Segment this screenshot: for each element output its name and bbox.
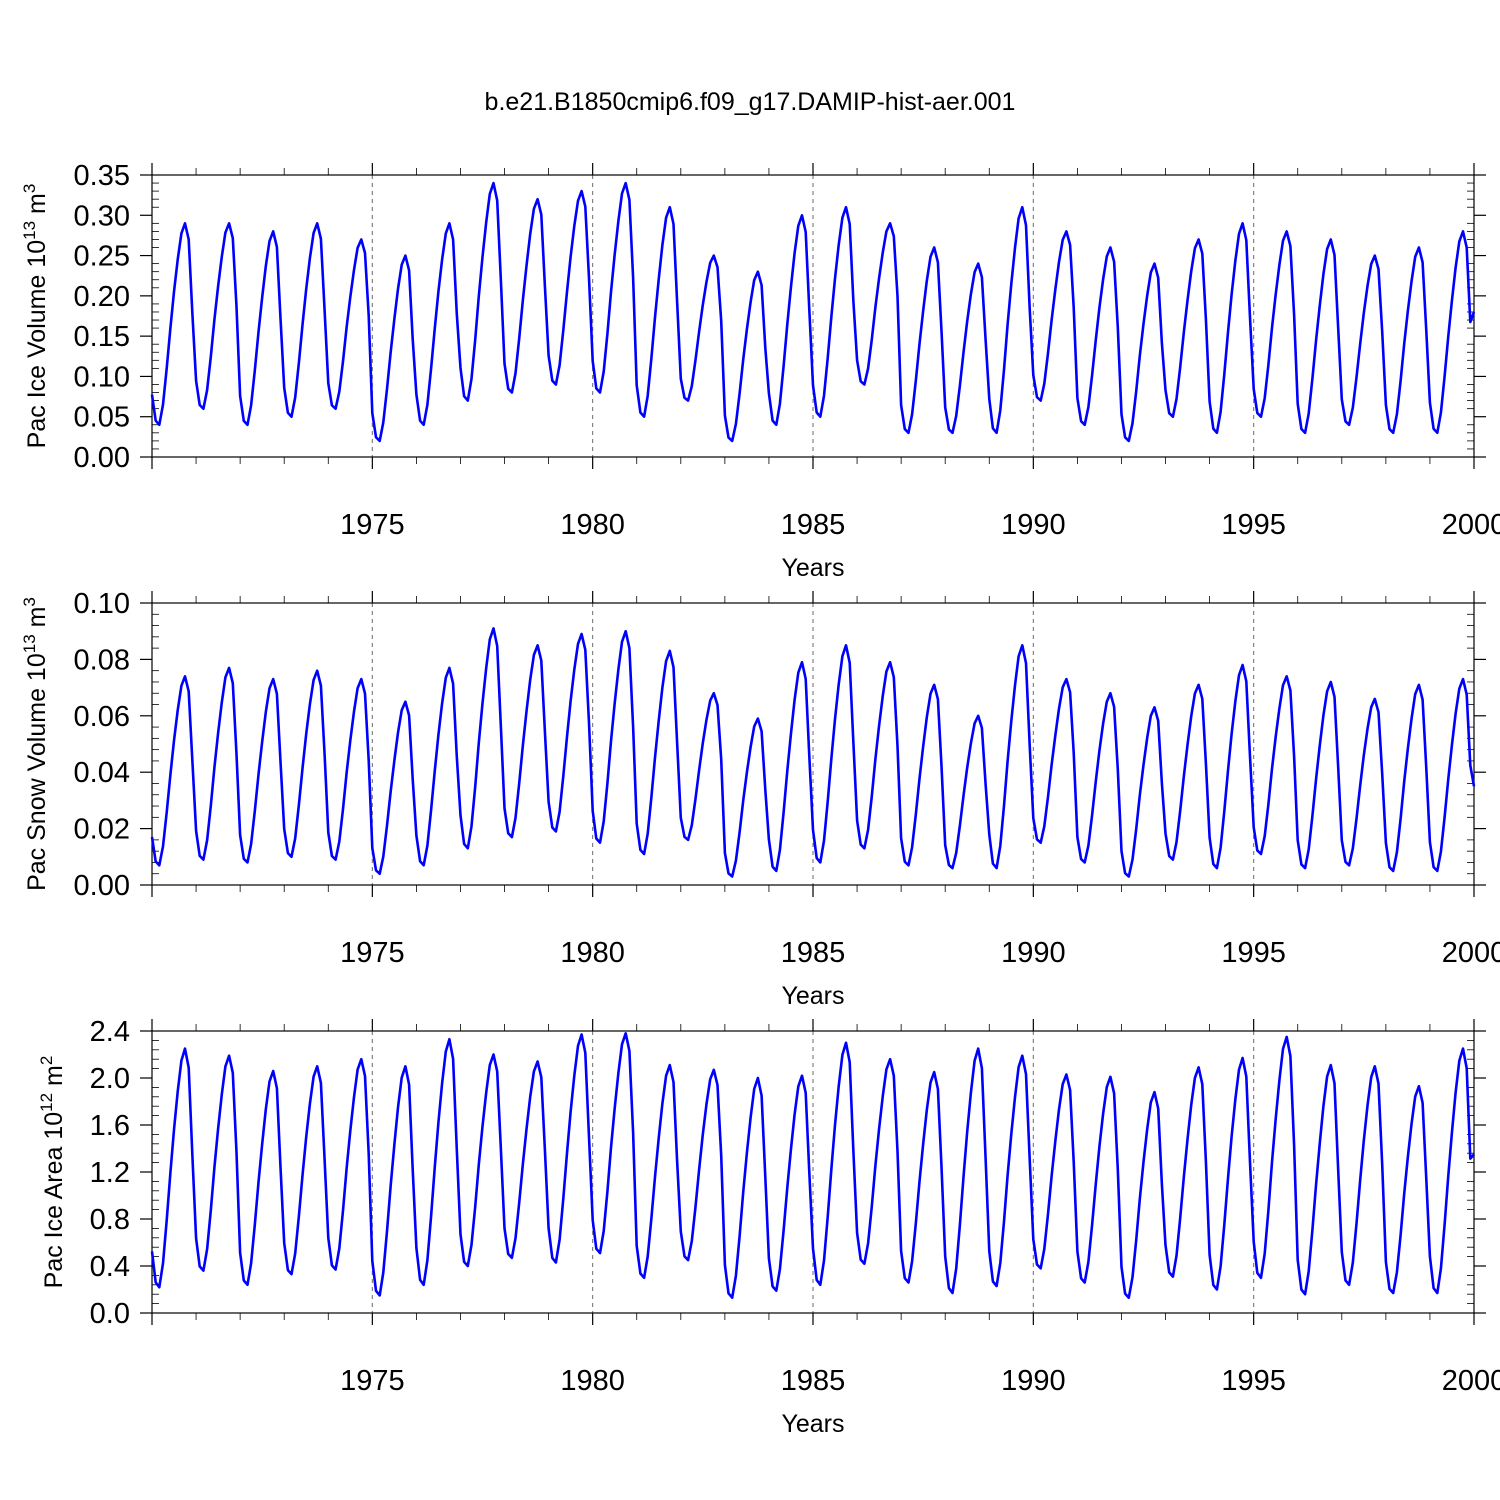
- y-axis-label-unit-exponent: 2: [37, 1056, 56, 1065]
- x-tick-label: 1980: [560, 937, 625, 969]
- chart-title: b.e21.B1850cmip6.f09_g17.DAMIP-hist-aer.…: [485, 88, 1016, 116]
- x-tick-label: 2000: [1442, 509, 1500, 541]
- series-line-pac-ice-volume: [150, 181, 1476, 443]
- y-axis-label-unit: m: [40, 1065, 68, 1093]
- y-tick-label: 0.8: [90, 1204, 130, 1236]
- x-tick-label: 1975: [340, 509, 405, 541]
- y-axis-label-unit-exponent: 3: [20, 597, 39, 606]
- panel-snow-volume: 0.00 0.02 0.04 0.06 0.08 0.10 1975 1980 1985 1990…: [20, 588, 1500, 1010]
- y-axis-label: Pac Ice Volume 1013 m3: [20, 184, 51, 449]
- y-tick-label: 0.04: [74, 757, 130, 789]
- y-axis-label-unit: m: [23, 193, 51, 221]
- x-tick-label: 1985: [781, 937, 846, 969]
- y-tick-label: 0.08: [74, 644, 130, 676]
- x-tick-label: 2000: [1442, 1365, 1500, 1397]
- x-tick-label: 1975: [340, 937, 405, 969]
- y-tick-label: 0.06: [74, 701, 130, 733]
- x-tick-label: 1995: [1221, 937, 1286, 969]
- y-tick-label: 0.10: [74, 361, 130, 393]
- y-tick-label: 0.05: [74, 402, 130, 434]
- x-tick-label: 1995: [1221, 1365, 1286, 1397]
- series-line-pac-snow-volume: [150, 627, 1476, 878]
- y-axis-label: Pac Ice Area 1012 m2: [37, 1056, 68, 1289]
- y-tick-label: 0.20: [74, 281, 130, 313]
- y-tick-label: 0.02: [74, 814, 130, 846]
- x-axis-label: Years: [781, 982, 844, 1010]
- y-axis-label-exponent: 13: [20, 634, 39, 653]
- x-tick-label: 1985: [781, 1365, 846, 1397]
- panel-ice-area: 0.0 0.4 0.8 1.2 1.6 2.0 2.4 1975 1980 1985 1990 199…: [37, 1016, 1500, 1438]
- y-tick-label: 0.00: [74, 870, 130, 902]
- y-tick-label: 1.2: [90, 1157, 130, 1189]
- y-axis-label-text: Pac Ice Volume 10: [23, 240, 51, 448]
- y-axis-label: Pac Snow Volume 1013 m3: [20, 597, 51, 891]
- y-tick-label: 2.0: [90, 1063, 130, 1095]
- y-tick-label: 2.4: [90, 1016, 130, 1048]
- y-tick-label: 0.15: [74, 321, 130, 353]
- y-axis-label-text: Pac Ice Area 10: [40, 1112, 68, 1289]
- x-axis-label: Years: [781, 1410, 844, 1438]
- x-tick-label: 1980: [560, 1365, 625, 1397]
- series-line-pac-ice-area: [150, 1032, 1475, 1299]
- panel-ice-volume: 0.00 0.05 0.10 0.15 0.20 0.25 0.30 0.35 1975 1980…: [20, 160, 1500, 582]
- x-tick-label: 1990: [1001, 937, 1066, 969]
- x-tick-label: 1990: [1001, 509, 1066, 541]
- x-axis-label: Years: [781, 554, 844, 582]
- y-tick-label: 0.10: [74, 588, 130, 620]
- y-tick-label: 0.35: [74, 160, 130, 192]
- y-axis-label-exponent: 12: [37, 1093, 56, 1112]
- y-axis-label-unit: m: [23, 607, 51, 635]
- x-tick-label: 1995: [1221, 509, 1286, 541]
- y-axis-label-unit-exponent: 3: [20, 184, 39, 193]
- y-axis-label-exponent: 13: [20, 221, 39, 240]
- y-tick-label: 1.6: [90, 1110, 130, 1142]
- x-tick-label: 1975: [340, 1365, 405, 1397]
- x-tick-label: 2000: [1442, 937, 1500, 969]
- y-axis-label-text: Pac Snow Volume 10: [23, 653, 51, 891]
- x-tick-label: 1990: [1001, 1365, 1066, 1397]
- y-tick-label: 0.4: [90, 1251, 130, 1283]
- y-tick-label: 0.0: [90, 1298, 130, 1330]
- y-tick-label: 0.25: [74, 241, 130, 273]
- x-tick-label: 1985: [781, 509, 846, 541]
- y-tick-label: 0.00: [74, 442, 130, 474]
- x-tick-label: 1980: [560, 509, 625, 541]
- y-tick-label: 0.30: [74, 200, 130, 232]
